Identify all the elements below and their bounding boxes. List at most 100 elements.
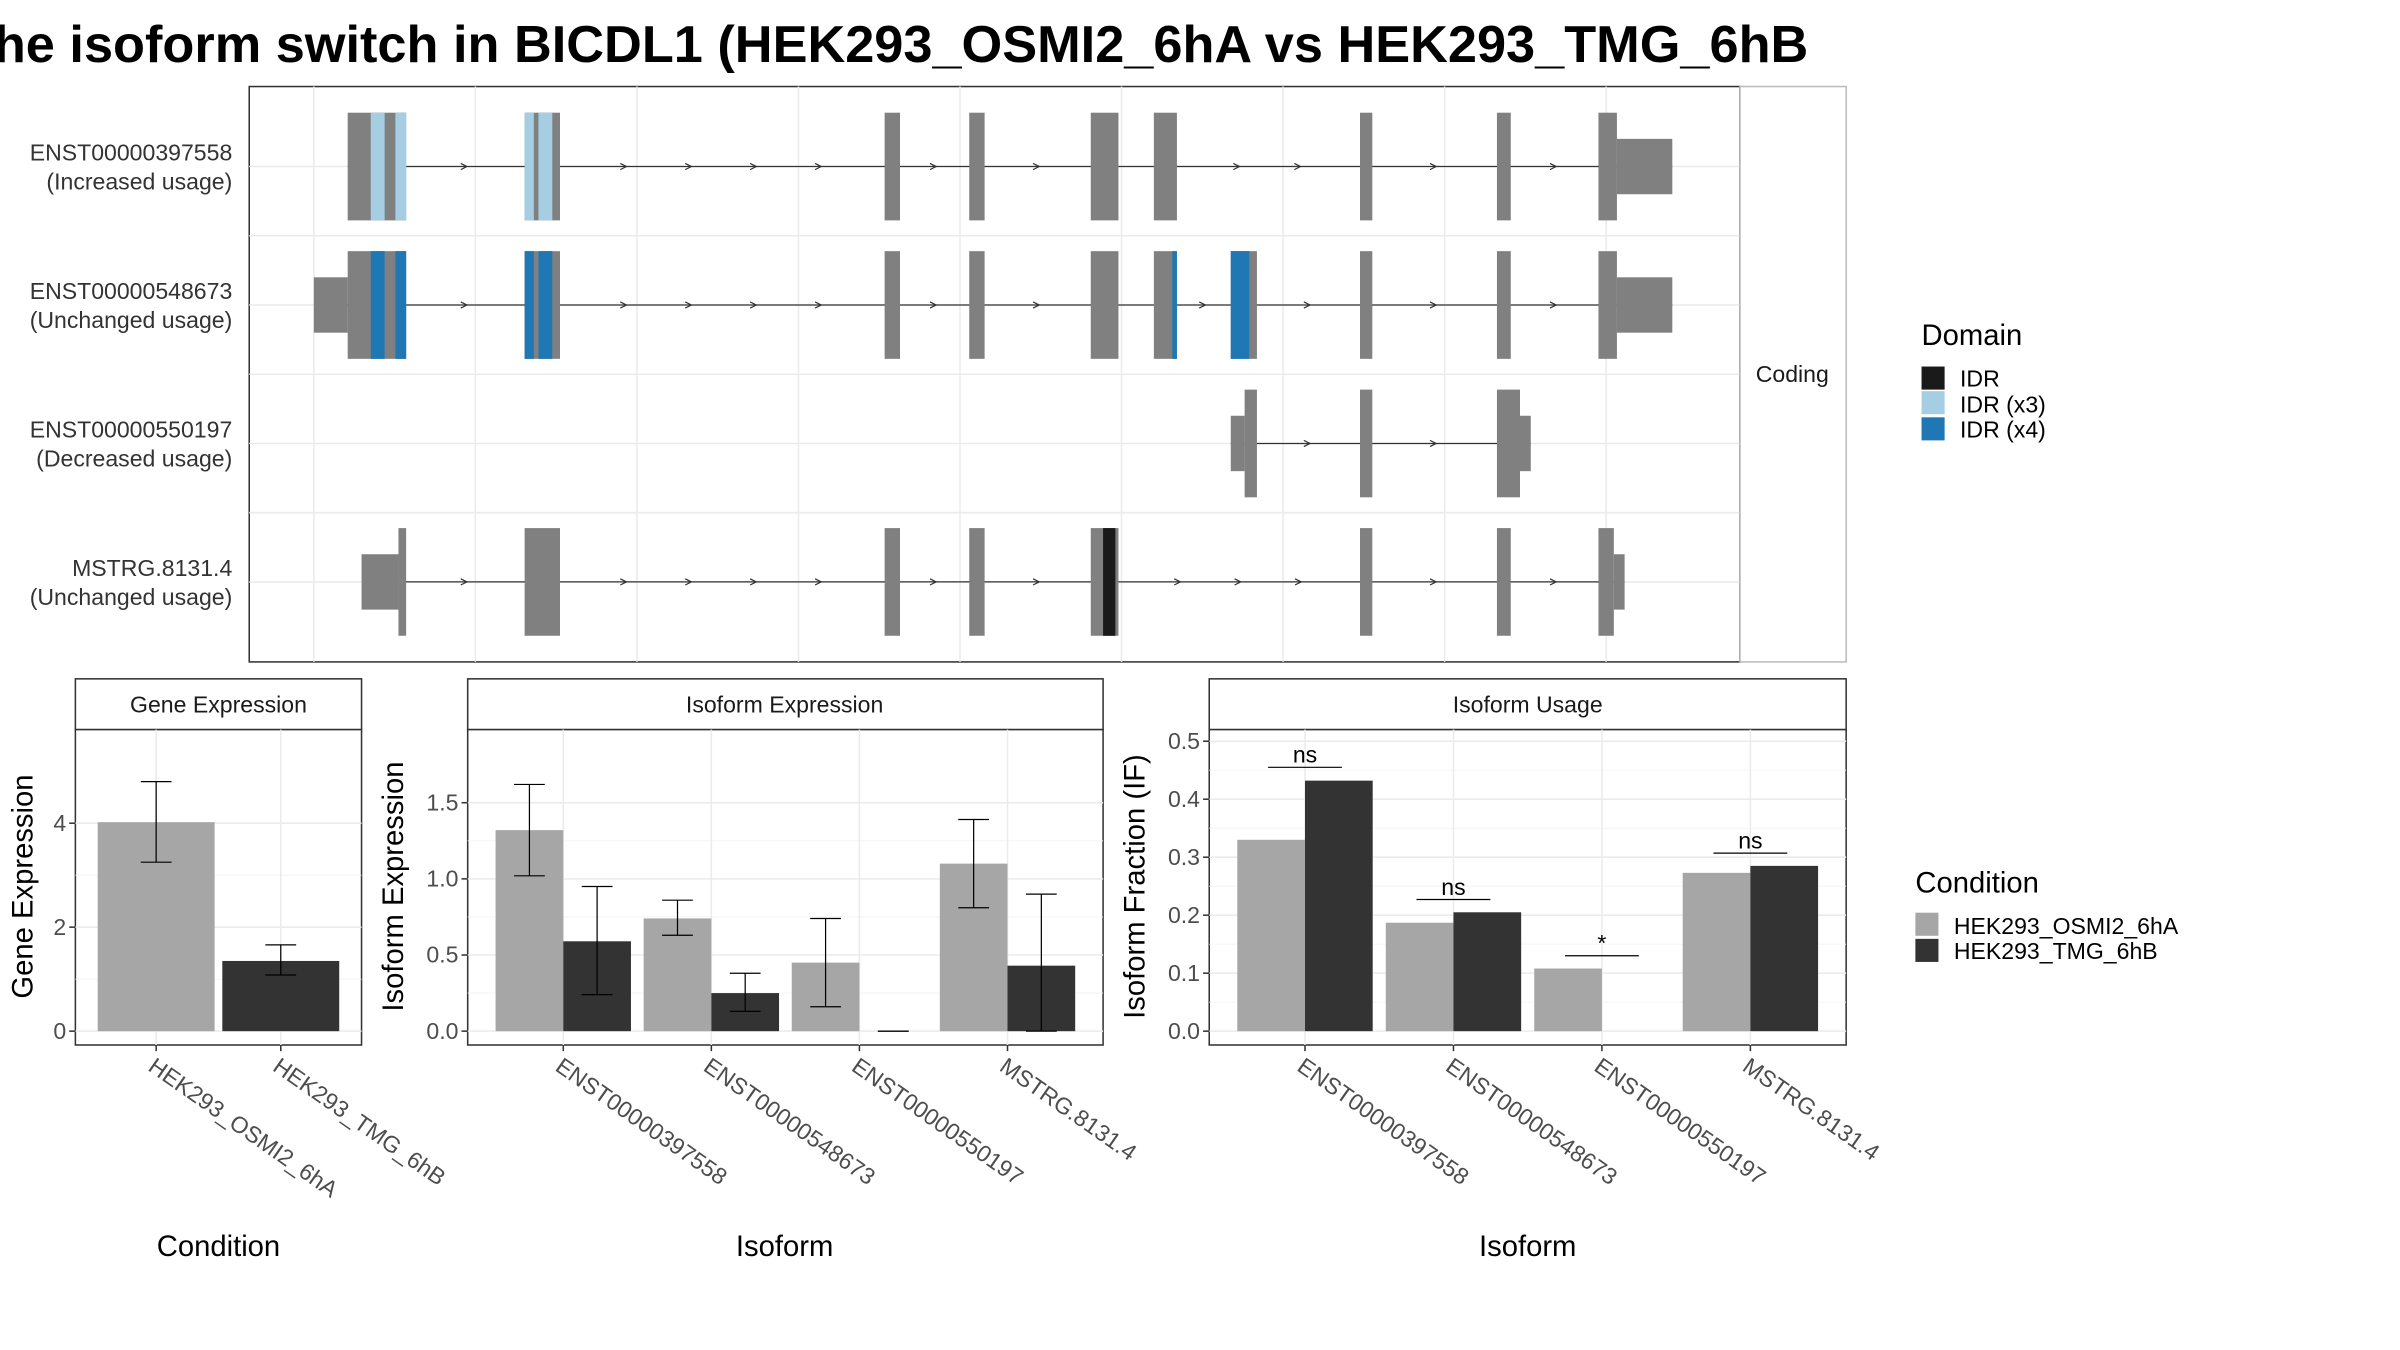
direction-arrow bbox=[1173, 578, 1182, 586]
domain-block bbox=[1230, 251, 1250, 359]
y-tick-label: 0.0 bbox=[1168, 1018, 1200, 1044]
direction-arrow bbox=[1303, 301, 1312, 309]
exon-block bbox=[884, 528, 900, 636]
domain-legend-title: Domain bbox=[1922, 320, 2023, 352]
y-tick-label: 0.2 bbox=[1168, 902, 1200, 928]
y-tick-label: 0 bbox=[53, 1018, 66, 1044]
direction-arrow bbox=[929, 301, 938, 309]
exon-block bbox=[1230, 415, 1245, 472]
y-tick-label: 1.0 bbox=[426, 866, 458, 892]
direction-arrow bbox=[814, 301, 823, 309]
direction-arrow bbox=[1303, 439, 1312, 448]
domain-block bbox=[395, 251, 407, 359]
legend-swatch-idr-x4 bbox=[1921, 417, 1945, 441]
y-tick-label: 2 bbox=[53, 914, 66, 940]
exon-block bbox=[1090, 112, 1119, 221]
domain-block bbox=[1103, 528, 1116, 636]
figure-title: he isoform switch in BICDL1 (HEK293_OSMI… bbox=[0, 16, 1808, 74]
bar bbox=[1750, 865, 1819, 1032]
exon-block bbox=[1360, 389, 1373, 498]
track-label-status: (Increased usage) bbox=[46, 169, 232, 195]
legend-swatch-condition-a bbox=[1915, 912, 1939, 936]
x-tick-label: MSTRG.8131.4 bbox=[995, 1052, 1141, 1165]
domain-block bbox=[1172, 251, 1177, 359]
exon-block bbox=[524, 528, 560, 636]
domain-block bbox=[370, 112, 385, 221]
isoform-usage-chart: Isoform Usage ns ns * ns 0.0 0.1 0.2 0.3 0.4 0.5… bbox=[1120, 678, 1885, 1263]
direction-arrow bbox=[1294, 162, 1302, 171]
bar bbox=[1305, 780, 1373, 1032]
exon-block bbox=[1496, 112, 1511, 221]
direction-arrow bbox=[1234, 578, 1243, 586]
domain-block bbox=[395, 112, 407, 221]
direction-arrow bbox=[620, 162, 628, 171]
track-labels: ENST00000397558 (Increased usage) ENST00… bbox=[30, 139, 233, 610]
track-label-status: (Decreased usage) bbox=[36, 446, 232, 472]
direction-arrow bbox=[1233, 162, 1241, 171]
y-axis-label: Isoform Fraction (IF) bbox=[1120, 754, 1152, 1019]
bar bbox=[643, 918, 712, 1032]
exon-block bbox=[884, 112, 900, 221]
direction-arrow bbox=[929, 162, 938, 171]
exon-block bbox=[1616, 277, 1673, 333]
direction-arrow bbox=[684, 578, 693, 586]
direction-arrow bbox=[1294, 578, 1303, 586]
exon-block bbox=[313, 277, 348, 333]
domain-block bbox=[538, 112, 553, 221]
track-label-id: ENST00000548673 bbox=[30, 278, 233, 304]
y-tick-label: 0.1 bbox=[1168, 960, 1200, 986]
exon-block bbox=[1598, 112, 1617, 221]
exon-block bbox=[1360, 112, 1373, 221]
direction-arrow bbox=[1198, 301, 1207, 309]
exon-block bbox=[969, 251, 985, 359]
isoform-expression-chart: Isoform Expression 0.00.51.01.5ENST00000… bbox=[378, 678, 1142, 1263]
direction-arrow bbox=[1549, 162, 1558, 171]
exon-block bbox=[1360, 528, 1373, 636]
direction-arrow bbox=[1429, 301, 1438, 309]
exon-block bbox=[1496, 528, 1511, 636]
exon-block bbox=[1598, 251, 1617, 359]
legend-label-condition-b: HEK293_TMG_6hB bbox=[1954, 938, 2158, 964]
legend-swatch-condition-b bbox=[1915, 938, 1939, 962]
direction-arrow bbox=[460, 162, 469, 171]
direction-arrow bbox=[814, 578, 823, 586]
exon-block bbox=[1153, 112, 1177, 221]
legend-label-idr: IDR bbox=[1960, 366, 2000, 392]
y-tick-label: 0.0 bbox=[426, 1018, 458, 1044]
direction-arrow bbox=[620, 578, 628, 586]
direction-arrow bbox=[749, 578, 758, 586]
legend-swatch-idr-x3 bbox=[1921, 391, 1945, 415]
x-axis-label: Isoform bbox=[736, 1231, 833, 1263]
exon-block bbox=[1496, 251, 1511, 359]
transcript-tracks bbox=[313, 112, 1673, 636]
isoform-expression-bars bbox=[495, 783, 1076, 1032]
domain-block bbox=[524, 112, 534, 221]
direction-arrow bbox=[684, 301, 693, 309]
x-axis-label: Condition bbox=[157, 1231, 280, 1263]
direction-arrow bbox=[1429, 439, 1438, 448]
direction-arrow bbox=[1032, 162, 1041, 171]
bar bbox=[1237, 839, 1305, 1032]
y-tick-label: 0.4 bbox=[1168, 786, 1200, 812]
chart-title: Isoform Expression bbox=[686, 692, 883, 718]
exon-block bbox=[1496, 389, 1520, 498]
significance-label: * bbox=[1597, 930, 1606, 956]
bar bbox=[1682, 872, 1751, 1032]
chart-strip bbox=[466, 678, 1104, 731]
exon-block bbox=[1616, 138, 1673, 195]
domain-legend: Domain IDR IDR (x3) IDR (x4) bbox=[1921, 320, 2046, 442]
direction-arrow bbox=[1429, 578, 1438, 586]
facet-strip bbox=[1739, 85, 1847, 663]
bar bbox=[1453, 912, 1522, 1032]
x-tick-label: MSTRG.8131.4 bbox=[1738, 1052, 1884, 1165]
direction-arrow bbox=[1032, 301, 1041, 309]
direction-arrow bbox=[460, 301, 469, 309]
legend-label-idr-x4: IDR (x4) bbox=[1960, 416, 2046, 442]
isoform-usage-bars: ns ns * ns bbox=[1237, 742, 1819, 1032]
direction-arrow bbox=[814, 162, 823, 171]
y-axis-label: Isoform Expression bbox=[378, 761, 410, 1011]
chart-strip bbox=[74, 678, 363, 731]
exon-block bbox=[969, 528, 985, 636]
y-tick-label: 0.3 bbox=[1168, 844, 1200, 870]
